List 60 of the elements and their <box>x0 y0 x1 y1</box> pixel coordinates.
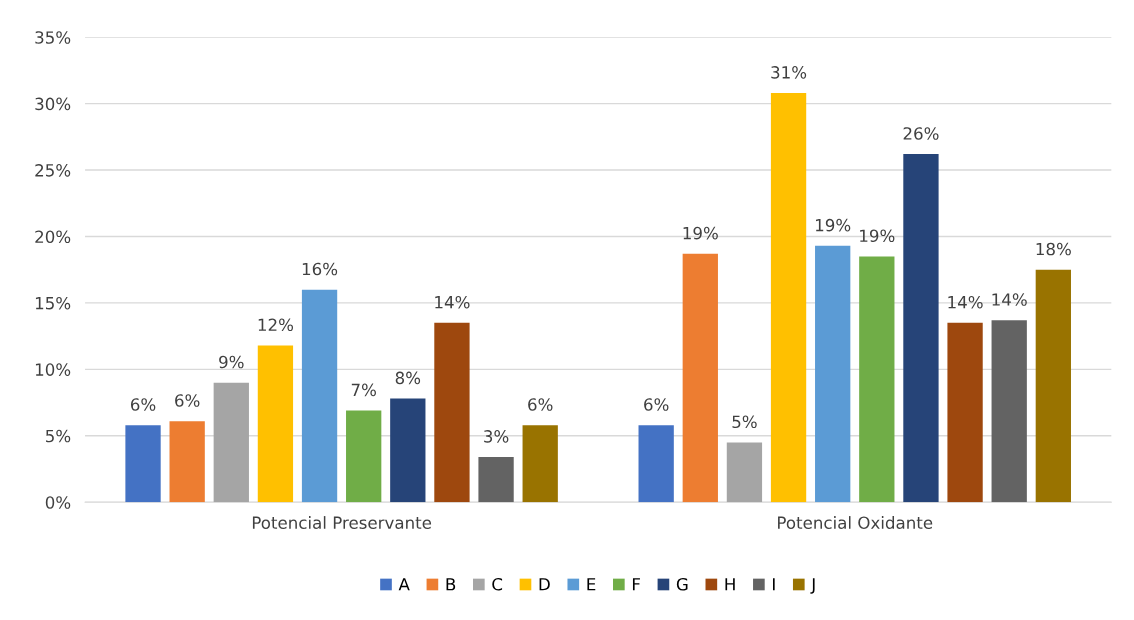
bar <box>815 245 851 503</box>
bar <box>682 253 718 503</box>
bar <box>522 425 558 503</box>
data-label: 3% <box>484 430 509 443</box>
data-label: 7% <box>351 383 376 397</box>
data-label: 26% <box>903 127 939 140</box>
data-label: 6% <box>175 394 200 407</box>
data-label: 31% <box>771 66 807 79</box>
bar <box>390 398 426 503</box>
bar <box>770 93 807 503</box>
data-label: 19% <box>816 218 851 232</box>
y-tick-label: 15% <box>35 296 71 310</box>
data-label: 6% <box>528 398 553 411</box>
legend-label: F <box>632 578 640 591</box>
data-label: 9% <box>219 355 244 369</box>
bar <box>301 289 338 503</box>
bar <box>346 410 382 503</box>
bar <box>903 154 939 503</box>
y-tick-label: 25% <box>35 164 71 177</box>
data-label: 14% <box>435 295 470 309</box>
bar <box>859 256 895 503</box>
bar <box>478 457 514 503</box>
data-label: 5% <box>732 415 757 429</box>
legend-label: G <box>676 577 688 591</box>
bar <box>638 425 674 503</box>
legend-label: J <box>810 578 815 594</box>
x-tick-label: Potencial Preservante <box>252 516 432 529</box>
data-label: 18% <box>1036 242 1071 256</box>
legend-label: I <box>773 578 775 591</box>
data-label: 16% <box>302 262 338 276</box>
x-tick-label: Potencial Oxidante <box>778 516 933 529</box>
legend-label: H <box>725 578 735 591</box>
bar <box>1035 269 1071 503</box>
y-tick-label: 10% <box>35 363 71 376</box>
y-tick-label: 35% <box>35 31 71 44</box>
y-tick-label: 20% <box>35 230 71 244</box>
bar <box>947 322 983 503</box>
data-label: 6% <box>644 398 669 411</box>
bar <box>434 322 470 503</box>
legend-label: A <box>398 578 410 591</box>
data-label: 14% <box>992 293 1027 306</box>
bar <box>991 320 1027 503</box>
data-label: 8% <box>395 371 421 385</box>
bar <box>726 442 763 503</box>
bar <box>257 345 294 503</box>
data-label: 6% <box>130 398 156 411</box>
legend-label: D <box>539 578 550 591</box>
bar <box>125 425 161 503</box>
legend-label: B <box>446 578 456 591</box>
data-label: 14% <box>948 295 983 309</box>
data-label: 12% <box>258 318 294 332</box>
data-label: 19% <box>860 229 895 243</box>
bar <box>213 382 249 503</box>
y-tick-label: 5% <box>46 429 71 443</box>
y-tick-label: 30% <box>35 97 71 111</box>
y-tick-label: 0% <box>45 496 71 509</box>
data-label: 19% <box>683 226 718 240</box>
bar <box>169 421 205 503</box>
legend-label: C <box>492 577 503 591</box>
legend-label: E <box>587 578 596 591</box>
